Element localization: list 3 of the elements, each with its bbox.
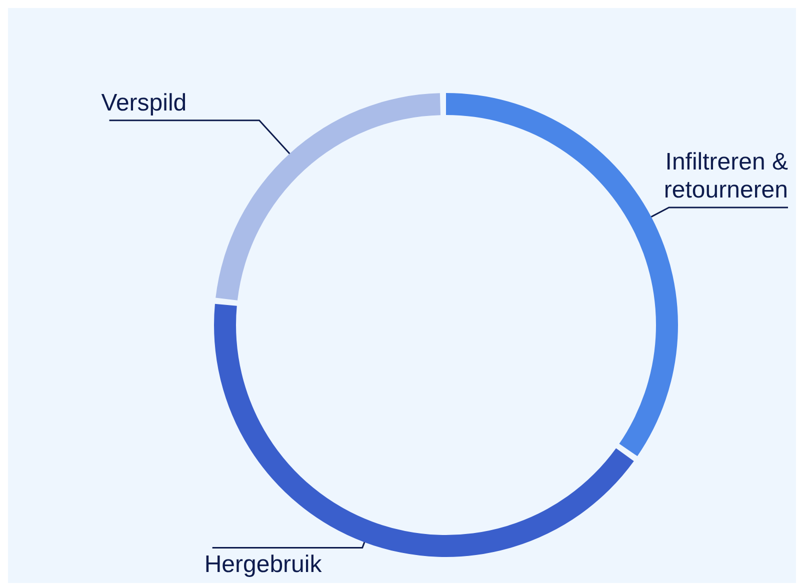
- slice-label: Verspild: [101, 89, 187, 116]
- slice-label: Infiltreren & retourneren: [664, 148, 788, 204]
- slice-label: Hergebruik: [204, 550, 323, 578]
